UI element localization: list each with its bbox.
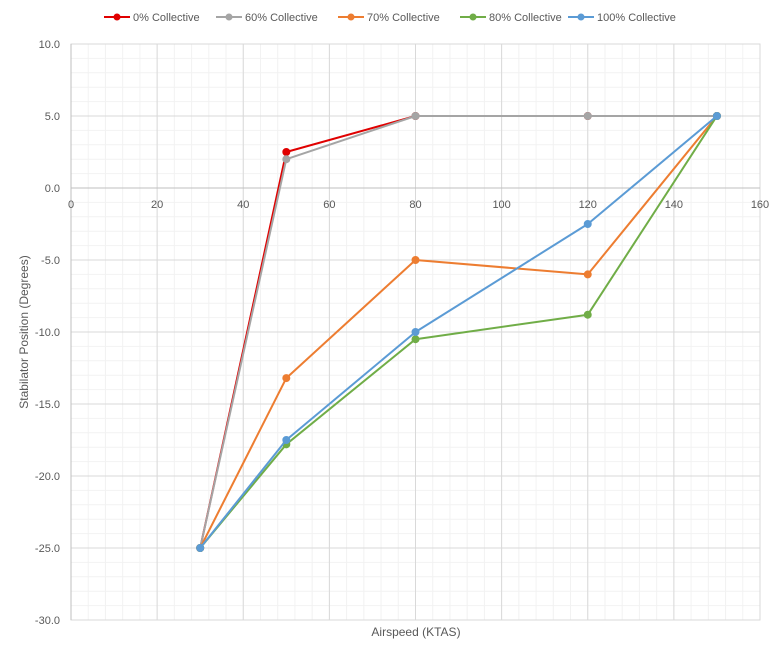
y-tick-label: -30.0: [35, 615, 60, 627]
legend-swatch-marker: [347, 13, 355, 21]
legend-label: 60% Collective: [245, 12, 318, 24]
series-point: [411, 328, 420, 336]
legend-item: 0% Collective: [104, 12, 200, 24]
series-point: [282, 148, 291, 156]
x-tick-label: 140: [665, 199, 683, 211]
x-tick-label: 20: [151, 199, 163, 211]
legend-swatch-marker: [113, 13, 121, 21]
y-tick-label: 10.0: [39, 39, 60, 51]
x-tick-label: 60: [323, 199, 335, 211]
legend-item: 100% Collective: [568, 12, 676, 24]
x-axis-tick-labels: 0 20 40 60 80 100 120 140 160: [68, 199, 769, 211]
x-tick-label: 100: [492, 199, 510, 211]
legend-item: 70% Collective: [338, 12, 440, 24]
y-tick-label: 5.0: [45, 111, 60, 123]
legend-label: 100% Collective: [597, 12, 676, 24]
series-point: [583, 220, 592, 228]
y-axis-title: Stabilator Position (Degrees): [17, 255, 31, 408]
legend-label: 70% Collective: [367, 12, 440, 24]
series-point: [196, 544, 205, 552]
series-point: [411, 112, 420, 120]
series-point: [411, 256, 420, 264]
legend-item: 80% Collective: [460, 12, 562, 24]
series-point: [282, 374, 291, 383]
y-tick-label: -10.0: [35, 327, 60, 339]
x-tick-label: 0: [68, 199, 74, 211]
series-point: [583, 310, 592, 319]
y-tick-label: -25.0: [35, 543, 60, 555]
y-tick-label: -20.0: [35, 471, 60, 483]
legend-swatch-marker: [469, 13, 477, 21]
legend-swatch-marker: [225, 13, 233, 21]
y-tick-label: -15.0: [35, 399, 60, 411]
series-point: [282, 155, 291, 164]
legend-label: 0% Collective: [133, 12, 200, 24]
series-layer: [196, 112, 721, 552]
y-axis-tick-labels: 10.0 5.0 0.0 -5.0 -10.0 -15.0 -20.0 -25.0 -30.0: [35, 39, 60, 627]
axes: [70, 44, 760, 620]
x-tick-label: 40: [237, 199, 249, 211]
x-axis-title: Airspeed (KTAS): [371, 625, 460, 639]
series-point: [411, 335, 420, 344]
x-tick-label: 160: [751, 199, 769, 211]
x-tick-label: 80: [409, 199, 421, 211]
series-point: [583, 112, 592, 120]
legend-swatch-marker: [577, 13, 585, 21]
legend-item: 60% Collective: [216, 12, 318, 24]
series-point: [282, 436, 291, 444]
series-4: [196, 112, 721, 552]
x-tick-label: 120: [579, 199, 597, 211]
legend-label: 80% Collective: [489, 12, 562, 24]
y-tick-label: -5.0: [41, 255, 60, 267]
series-point: [583, 270, 592, 279]
legend: 0% Collective 60% Collective 70% Collectiv…: [104, 12, 676, 24]
y-tick-label: 0.0: [45, 183, 60, 195]
series-point: [712, 112, 721, 120]
